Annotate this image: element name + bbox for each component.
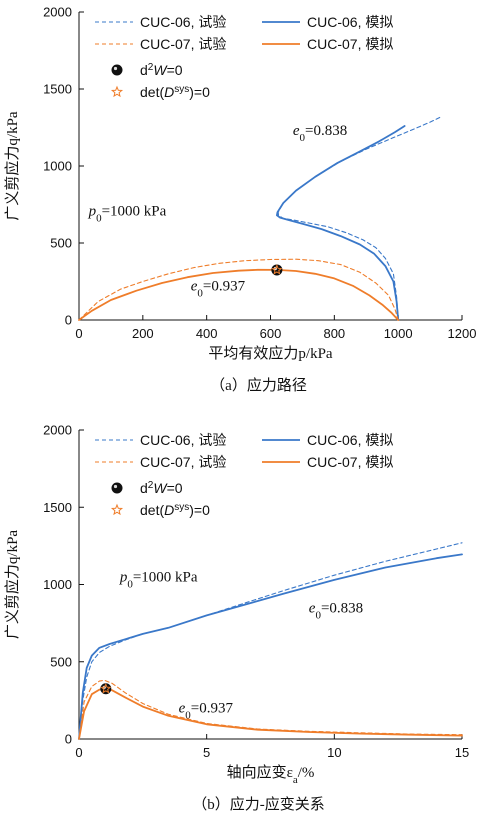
panel-b-series-2 xyxy=(78,553,463,740)
panel-b-x-axis-label-rest: /% xyxy=(298,765,315,781)
panel-b-y-tick-label: 1500 xyxy=(43,500,72,515)
det-text-rest: )=0 xyxy=(189,84,210,100)
panel-a-series-3 xyxy=(78,258,399,321)
panel-b-y-tick-label: 1000 xyxy=(43,577,72,592)
panel-a-legend-det-marker xyxy=(110,85,124,98)
panel-b-x-axis-label-sub: a xyxy=(293,774,298,786)
panel-b-x-tick-label: 15 xyxy=(455,745,469,760)
panel-b-legend-label: CUC-06, 试验 xyxy=(140,432,226,448)
panel-a-annotation-3-sub: 0 xyxy=(197,288,203,300)
panel-a-x-tick-label: 1000 xyxy=(384,326,413,341)
panel-a-annotation-3: e0=0.937 xyxy=(191,279,246,300)
d2w-text-d: d xyxy=(140,480,148,496)
panel-b-annotation-1-main: p xyxy=(119,569,128,585)
panel-b-legend-det-marker xyxy=(110,503,124,516)
det-text-d: D xyxy=(164,84,174,100)
panel-a-x-tick-label: 0 xyxy=(75,326,82,341)
panel-a-legend-d2w-label: d2W=0 xyxy=(140,62,183,79)
panel-a-annotation-2-sub: 0 xyxy=(96,212,102,224)
panel-b-caption: （b）应力-应变关系 xyxy=(192,795,325,813)
panel-a-legend-label: CUC-07, 模拟 xyxy=(307,36,393,52)
panel-b-legend-label: CUC-07, 模拟 xyxy=(307,454,393,470)
panel-a-legend-det-label: det(Dsys)=0 xyxy=(140,84,210,101)
panel-b-annotation-2-rest: =0.838 xyxy=(321,600,363,616)
panel-b-legend-d2w-label: d2W=0 xyxy=(140,480,183,497)
panel-a-annotation-2: p0=1000 kPa xyxy=(88,203,167,224)
panel-b-annotation-3: e0=0.937 xyxy=(179,701,234,722)
panel-b-y-tick-label: 2000 xyxy=(43,423,72,438)
d2w-text-sup: 2 xyxy=(148,480,154,491)
panel-a-legend-d2w-highlight xyxy=(113,66,118,71)
panel-a-annotation-2-main: p xyxy=(88,203,97,219)
d2w-text-w: W xyxy=(153,480,168,496)
panel-b-annotation-1-rest: =1000 kPa xyxy=(133,569,198,585)
det-text-rest: )=0 xyxy=(189,502,210,518)
panel-a-legend-d2w-marker xyxy=(111,64,123,76)
panel-a-x-tick-label: 800 xyxy=(323,326,345,341)
panel-b-x-axis-label: 轴向应变εa/% xyxy=(227,763,315,786)
panel-b-det-marker xyxy=(100,682,112,694)
panel-a-series-2 xyxy=(276,125,406,321)
d2w-text-d: d xyxy=(140,62,148,78)
panel-a-annotation-3-main: e xyxy=(191,279,198,295)
panel-a-y-tick-label: 2000 xyxy=(43,5,72,20)
panel-a-annotation-1-sub: 0 xyxy=(300,132,306,144)
panel-b-legend-d2w-marker xyxy=(111,482,123,494)
panel-a-y-tick-label: 500 xyxy=(50,236,72,251)
panel-b-annotation-3-main: e xyxy=(179,701,186,717)
panel-a-legend-label: CUC-06, 模拟 xyxy=(307,14,393,30)
panel-a-x-tick-label: 1200 xyxy=(448,326,477,341)
panel-b-annotation-2-sub: 0 xyxy=(315,609,321,621)
panel-b-x-tick-label: 0 xyxy=(75,745,82,760)
panel-a-annotation-1-main: e xyxy=(293,123,300,139)
panel-a-x-tick-label: 400 xyxy=(196,326,218,341)
panel-a-y-tick-label: 0 xyxy=(65,313,72,328)
panel-a-legend-label: CUC-06, 试验 xyxy=(140,14,226,30)
det-text-det: det( xyxy=(140,84,164,100)
panel-a-x-tick-label: 600 xyxy=(260,326,282,341)
panel-a-annotation-1: e0=0.838 xyxy=(293,123,347,144)
panel-b-x-tick-label: 5 xyxy=(203,745,210,760)
panel-b-legend-label: CUC-07, 试验 xyxy=(140,454,226,470)
panel-b-annotation-2: e0=0.838 xyxy=(309,600,363,621)
panel-a-annotation-2-rest: =1000 kPa xyxy=(102,203,167,219)
panel-a-det-marker xyxy=(271,264,283,275)
det-text-det: det( xyxy=(140,502,164,518)
panel-a-y-axis-label: 广义剪应力q/kPa xyxy=(3,111,21,221)
panel-a-y-tick-label: 1500 xyxy=(43,82,72,97)
panel-b-series-4 xyxy=(78,687,463,740)
det-text-sup: sys xyxy=(174,84,189,95)
det-text-sup: sys xyxy=(174,502,189,513)
d2w-text-sup: 2 xyxy=(148,62,154,73)
panel-b-annotation-1-sub: 0 xyxy=(127,578,133,590)
panel-b-annotation-3-rest: =0.937 xyxy=(191,701,234,717)
panel-a-x-tick-label: 200 xyxy=(132,326,154,341)
panel-a-legend-label: CUC-07, 试验 xyxy=(140,36,226,52)
panel-b-y-tick-label: 500 xyxy=(50,654,72,669)
panel-b-x-axis-label-main: 轴向应变ε xyxy=(227,763,293,781)
panel-b-y-axis-label: 广义剪应力q/kPa xyxy=(3,530,21,640)
panel-b-annotation-2-main: e xyxy=(309,600,316,616)
panel-a-series-1 xyxy=(277,116,441,321)
panel-a-annotation-1-rest: =0.838 xyxy=(305,123,347,139)
panel-a-caption: （a）应力路径 xyxy=(210,376,307,394)
panel-a-series-4 xyxy=(78,268,400,321)
panel-b-legend-det-label: det(Dsys)=0 xyxy=(140,502,210,519)
det-text-d: D xyxy=(164,502,174,518)
panel-a-x-axis-label: 平均有效应力p/kPa xyxy=(208,344,333,362)
panel-b-x-tick-label: 10 xyxy=(327,745,341,760)
panel-b-legend-label: CUC-06, 模拟 xyxy=(307,432,393,448)
panel-a-annotation-3-rest: =0.937 xyxy=(203,279,246,295)
d2w-text-rest: =0 xyxy=(167,480,183,496)
panel-b-legend-d2w-highlight xyxy=(113,484,118,489)
panel-a-y-tick-label: 1000 xyxy=(43,159,72,174)
panel-b-annotation-3-sub: 0 xyxy=(185,710,191,722)
panel-b-annotation-1: p0=1000 kPa xyxy=(119,569,198,590)
d2w-text-w: W xyxy=(153,62,168,78)
d2w-text-rest: =0 xyxy=(167,62,183,78)
panel-b-y-tick-label: 0 xyxy=(65,732,72,747)
